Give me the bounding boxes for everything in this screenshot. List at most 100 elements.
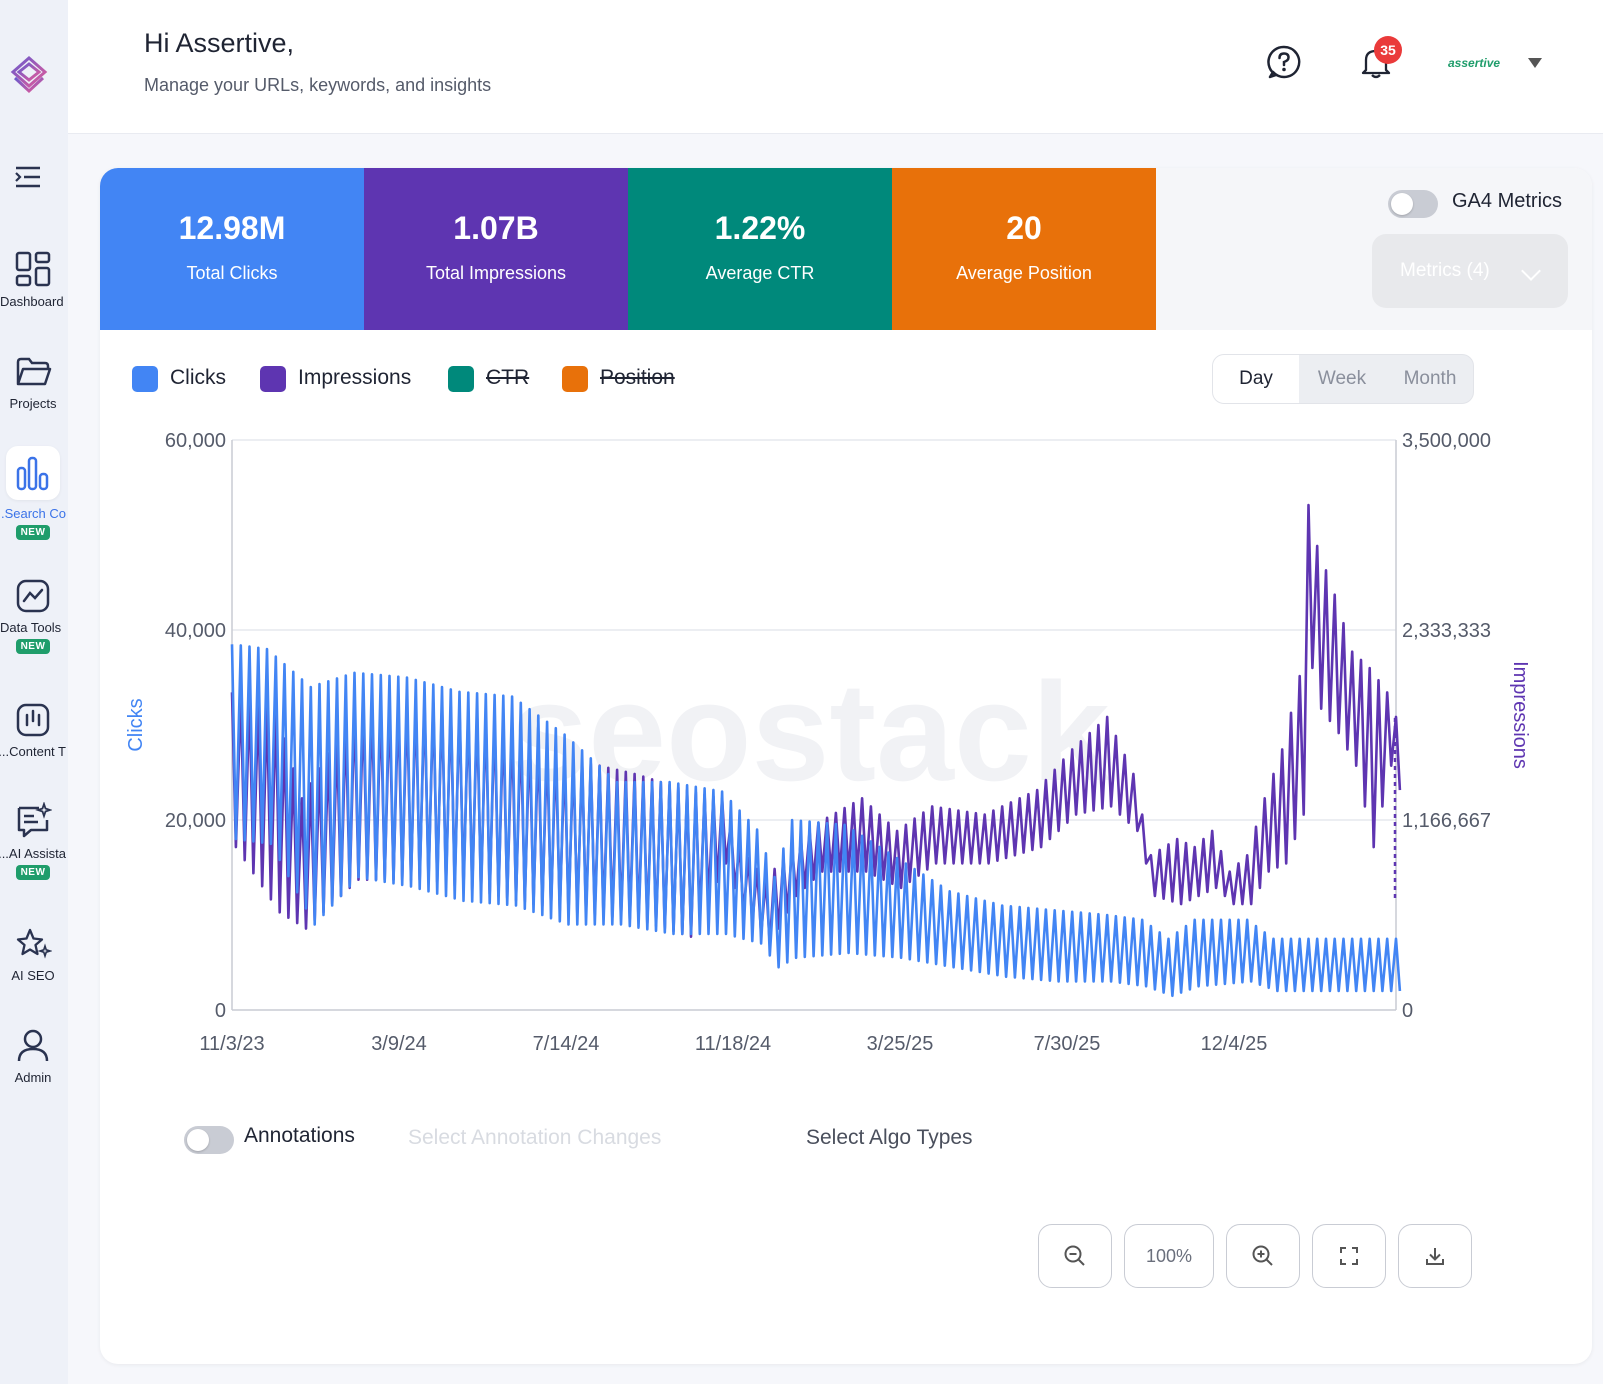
- metric-average-position[interactable]: 20 Average Position: [892, 168, 1156, 330]
- legend-swatch: [260, 366, 286, 392]
- performance-card: 12.98M Total Clicks 1.07B Total Impressi…: [100, 168, 1592, 1364]
- ga4-toggle[interactable]: [1388, 190, 1438, 218]
- app-logo-icon[interactable]: [8, 54, 50, 96]
- sidebar: Dashboard Projects Search Co... NEW Data…: [0, 0, 68, 1384]
- expand-icon: [1340, 1247, 1358, 1265]
- granularity-selector: Day Week Month: [1212, 354, 1474, 404]
- annotations-toggle[interactable]: [184, 1126, 234, 1154]
- y-left-tick-label: 40,000: [165, 620, 226, 642]
- new-badge: NEW: [15, 865, 51, 880]
- y-right-tick-label: 3,500,000: [1402, 430, 1491, 452]
- legend-label: Position: [600, 366, 675, 389]
- sidebar-item-ai-assistant[interactable]: AI Assista... NEW: [0, 802, 66, 880]
- x-tick-label: 11/3/23: [199, 1033, 264, 1055]
- sidebar-item-data-tools[interactable]: Data Tools NEW: [0, 578, 66, 654]
- sidebar-item-label: Data Tools: [0, 620, 62, 635]
- legend-label: Impressions: [298, 366, 412, 389]
- sidebar-item-label: Content T...: [0, 744, 66, 759]
- metric-total-impressions[interactable]: 1.07B Total Impressions: [364, 168, 628, 330]
- chevron-down-icon: [1521, 261, 1541, 281]
- sidebar-item-label: AI SEO: [11, 968, 55, 983]
- metrics-dropdown-label: Metrics (4): [1400, 260, 1490, 281]
- metric-value: 20: [1006, 210, 1042, 246]
- granularity-month[interactable]: Month: [1403, 368, 1457, 389]
- zoom-level-button[interactable]: 100%: [1124, 1224, 1214, 1288]
- sidebar-item-label: Search Co...: [0, 506, 66, 521]
- caret-down-icon: [1528, 58, 1542, 68]
- legend-swatch: [562, 366, 588, 392]
- sidebar-item-label: Admin: [14, 1070, 52, 1085]
- new-badge: NEW: [15, 639, 51, 654]
- zoom-out-button[interactable]: [1038, 1224, 1112, 1288]
- metric-value: 1.07B: [453, 210, 539, 246]
- sidebar-item-label: Projects: [9, 396, 57, 411]
- metric-label: Average Position: [956, 263, 1092, 283]
- y-left-tick-label: 0: [215, 1000, 226, 1022]
- sidebar-item-ai-seo[interactable]: AI SEO: [0, 926, 66, 983]
- performance-chart[interactable]: seostack 60,000 3,500,000 40,000 2,333,333 20…: [100, 418, 1592, 1058]
- legend-label: CTR: [486, 366, 530, 389]
- metric-average-ctr[interactable]: 1.22% Average CTR: [628, 168, 892, 330]
- y-left-tick-label: 60,000: [165, 430, 226, 452]
- dashboard-icon: [15, 251, 51, 287]
- y-right-tick-label: 0: [1402, 1000, 1413, 1022]
- annotation-changes-select[interactable]: Select Annotation Changes: [408, 1126, 662, 1149]
- legend-label: Clicks: [170, 366, 226, 389]
- granularity-day[interactable]: Day: [1213, 355, 1299, 403]
- sidebar-item-projects[interactable]: Projects: [0, 354, 66, 411]
- account-menu[interactable]: assertive: [1448, 52, 1548, 76]
- metric-label: Average CTR: [705, 263, 815, 283]
- menu-collapse-icon[interactable]: [12, 163, 44, 191]
- greeting: Hi Assertive,: [144, 28, 295, 58]
- y-right-tick-label: 2,333,333: [1402, 620, 1491, 642]
- granularity-week[interactable]: Week: [1317, 368, 1367, 389]
- sidebar-item-content-tools[interactable]: Content T...: [0, 702, 66, 759]
- metric-total-clicks[interactable]: 12.98M Total Clicks: [100, 168, 364, 330]
- x-tick-label: 11/18/24: [695, 1033, 771, 1055]
- toggle-knob: [187, 1129, 209, 1151]
- y-right-tick-label: 1,166,667: [1402, 810, 1491, 832]
- sidebar-item-label: AI Assista...: [0, 846, 66, 861]
- legend-swatch: [448, 366, 474, 392]
- download-icon: [1426, 1248, 1444, 1265]
- annotations-label: Annotations: [244, 1124, 355, 1147]
- series-line-clicks: [230, 644, 1402, 998]
- legend-swatch: [132, 366, 158, 392]
- folder-icon: [16, 357, 52, 386]
- y-left-tick-label: 20,000: [165, 810, 226, 832]
- metric-value: 12.98M: [178, 210, 286, 246]
- x-tick-label: 7/14/24: [533, 1033, 600, 1055]
- metric-label: Total Impressions: [425, 263, 567, 283]
- y-right-axis-title: Impressions: [1509, 661, 1531, 769]
- ga4-label: GA4 Metrics: [1452, 190, 1563, 212]
- page-header: Hi Assertive, Manage your URLs, keywords…: [68, 0, 1603, 134]
- zoom-out-icon: [1064, 1245, 1085, 1266]
- sidebar-item-admin[interactable]: Admin: [0, 1028, 66, 1085]
- y-left-axis-title: Clicks: [125, 698, 147, 751]
- algo-types-select[interactable]: Select Algo Types: [806, 1126, 973, 1149]
- download-button[interactable]: [1398, 1224, 1472, 1288]
- toggle-knob: [1391, 193, 1413, 215]
- greeting-subtitle: Manage your URLs, keywords, and insights: [144, 75, 492, 95]
- metrics-dropdown[interactable]: Metrics (4): [1372, 234, 1568, 308]
- x-tick-label: 3/9/24: [371, 1033, 427, 1055]
- sidebar-item-label: Dashboard: [0, 294, 64, 309]
- sparkle-star-icon: [16, 928, 52, 959]
- chat-sparkle-icon: [17, 802, 52, 838]
- zoom-in-button[interactable]: [1226, 1224, 1300, 1288]
- account-name: assertive: [1448, 56, 1501, 70]
- content-icon: [16, 703, 50, 737]
- sidebar-item-search-console[interactable]: Search Co... NEW: [0, 446, 66, 540]
- help-icon[interactable]: [1266, 44, 1302, 80]
- metric-value: 1.22%: [714, 210, 806, 246]
- sidebar-item-dashboard[interactable]: Dashboard: [0, 250, 66, 309]
- metric-label: Total Clicks: [186, 263, 278, 283]
- trend-icon: [16, 579, 50, 613]
- notification-count-badge: 35: [1374, 36, 1402, 64]
- x-tick-label: 7/30/25: [1034, 1033, 1101, 1055]
- chart-watermark: seostack: [510, 653, 1109, 810]
- x-tick-label: 12/4/25: [1201, 1033, 1268, 1055]
- new-badge: NEW: [15, 525, 51, 540]
- fullscreen-button[interactable]: [1312, 1224, 1386, 1288]
- bar-chart-icon: [16, 456, 49, 491]
